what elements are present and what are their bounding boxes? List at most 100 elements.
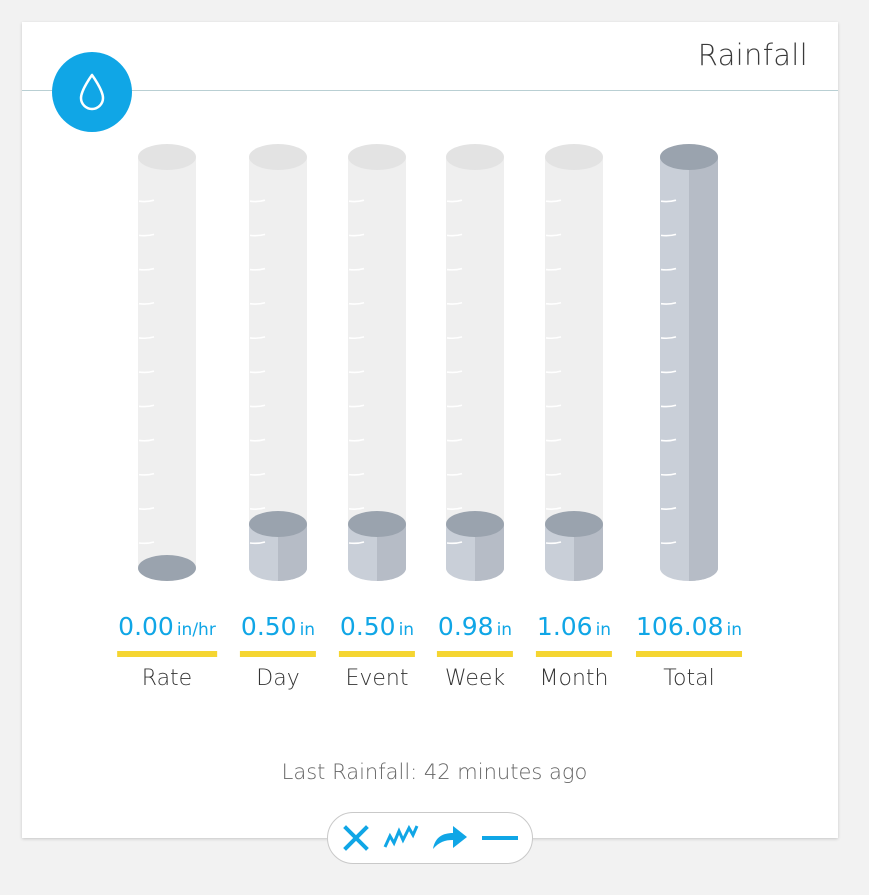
gauge-tick (249, 370, 266, 374)
gauge-tube-top (545, 144, 603, 170)
gauge-underline (436, 651, 513, 657)
gauge-tick (545, 404, 562, 408)
gauge-underline (338, 651, 415, 657)
gauge-tick (348, 370, 365, 374)
gauge-tick (138, 541, 155, 545)
gauge-tick (545, 233, 562, 237)
gauge-tick (249, 472, 266, 476)
gauge-tick (348, 541, 365, 545)
gauge-label: Rate (141, 666, 193, 691)
gauge-tick (545, 199, 562, 203)
gauge-fill-surface (545, 511, 603, 537)
gauge-underline (239, 651, 316, 657)
gauge-tick (446, 472, 463, 476)
gauge-tick (660, 438, 677, 442)
gauge-underline (535, 651, 612, 657)
gauge-tube (545, 157, 603, 568)
close-icon (343, 825, 369, 851)
chart-icon (383, 824, 419, 848)
rain-gauges (138, 144, 718, 581)
gauge-unit: in (398, 620, 415, 640)
gauge-month (545, 144, 603, 581)
gauge-tick (138, 404, 155, 408)
gauge-label: Month (539, 666, 609, 691)
gauge-tick (348, 199, 365, 203)
close-button[interactable] (341, 823, 371, 853)
gauge-label: Week (444, 666, 506, 691)
gauge-label: Day (256, 666, 300, 691)
gauge-tick (348, 336, 365, 340)
gauge-unit: in (299, 620, 316, 640)
gauge-reading-week: 0.98 in Week (436, 612, 513, 691)
gauge-tick (249, 336, 266, 340)
gauge-fill-bottom-shade (574, 568, 603, 581)
gauge-tick (446, 199, 463, 203)
gauge-fill-surface (660, 144, 718, 170)
gauge-fill-bottom-shade (689, 568, 718, 581)
gauge-day (249, 144, 307, 581)
gauge-tick (545, 438, 562, 442)
gauge-value: 0.98 (437, 612, 494, 641)
gauge-tick (446, 404, 463, 408)
gauge-fill-surface (249, 511, 307, 537)
gauge-value: 1.06 (536, 612, 593, 641)
gauge-fill-surface (138, 555, 196, 581)
gauge-tick (249, 404, 266, 408)
gauge-tick (660, 267, 677, 271)
gauge-tick (138, 438, 155, 442)
gauge-tick (545, 472, 562, 476)
gauge-tick (545, 507, 562, 510)
widget-title: Rainfall (697, 38, 808, 72)
share-icon (433, 826, 467, 849)
gauge-tick (138, 370, 155, 374)
gauge-value: 0.00 (118, 612, 174, 641)
gauge-tick (446, 507, 463, 510)
minimize-icon (482, 836, 518, 840)
gauge-tick (545, 370, 562, 374)
gauge-fill-shade (689, 157, 718, 568)
last-rainfall-text: Last Rainfall: 42 minutes ago (281, 760, 588, 784)
gauge-tick (138, 336, 155, 340)
gauge-tick (446, 267, 463, 271)
gauge-tick (660, 404, 677, 408)
gauge-tick (348, 507, 365, 510)
gauge-tube (446, 157, 504, 568)
gauge-tick (446, 233, 463, 237)
gauge-underline (116, 651, 217, 657)
gauge-tick (249, 267, 266, 271)
gauge-tick (138, 507, 155, 510)
gauge-event (348, 144, 406, 581)
gauge-fill-bottom-shade (475, 568, 504, 581)
gauge-tick (446, 301, 463, 305)
gauge-tick (446, 541, 463, 545)
gauge-tick (348, 472, 365, 476)
gauge-unit: in (726, 620, 742, 640)
gauge-total (660, 144, 718, 581)
gauge-tick (249, 438, 266, 442)
gauge-tick (660, 472, 677, 476)
gauge-tick (348, 233, 365, 237)
header-divider (22, 90, 838, 91)
gauge-unit: in (595, 620, 612, 640)
gauge-tick (660, 199, 677, 203)
gauge-tube-top (446, 144, 504, 170)
gauge-value: 0.50 (339, 612, 396, 641)
gauge-reading-total: 106.08 in Total (635, 612, 742, 691)
gauge-tick (545, 301, 562, 305)
gauge-unit: in (496, 620, 513, 640)
gauge-label: Total (663, 666, 715, 691)
gauge-tick (660, 370, 677, 374)
gauge-fill-bottom-shade (377, 568, 406, 581)
gauge-tick (660, 541, 677, 545)
gauge-fill-surface (348, 511, 406, 537)
gauge-tick (249, 199, 266, 203)
gauge-tube (138, 157, 196, 568)
gauge-tick (348, 438, 365, 442)
gauge-week (446, 144, 504, 581)
share-button[interactable] (431, 823, 469, 853)
minimize-button[interactable] (481, 823, 519, 853)
gauge-tick (348, 301, 365, 305)
gauge-tick (138, 267, 155, 271)
chart-button[interactable] (383, 823, 419, 853)
gauge-reading-rate: 0.00 in/hr Rate (116, 612, 217, 691)
